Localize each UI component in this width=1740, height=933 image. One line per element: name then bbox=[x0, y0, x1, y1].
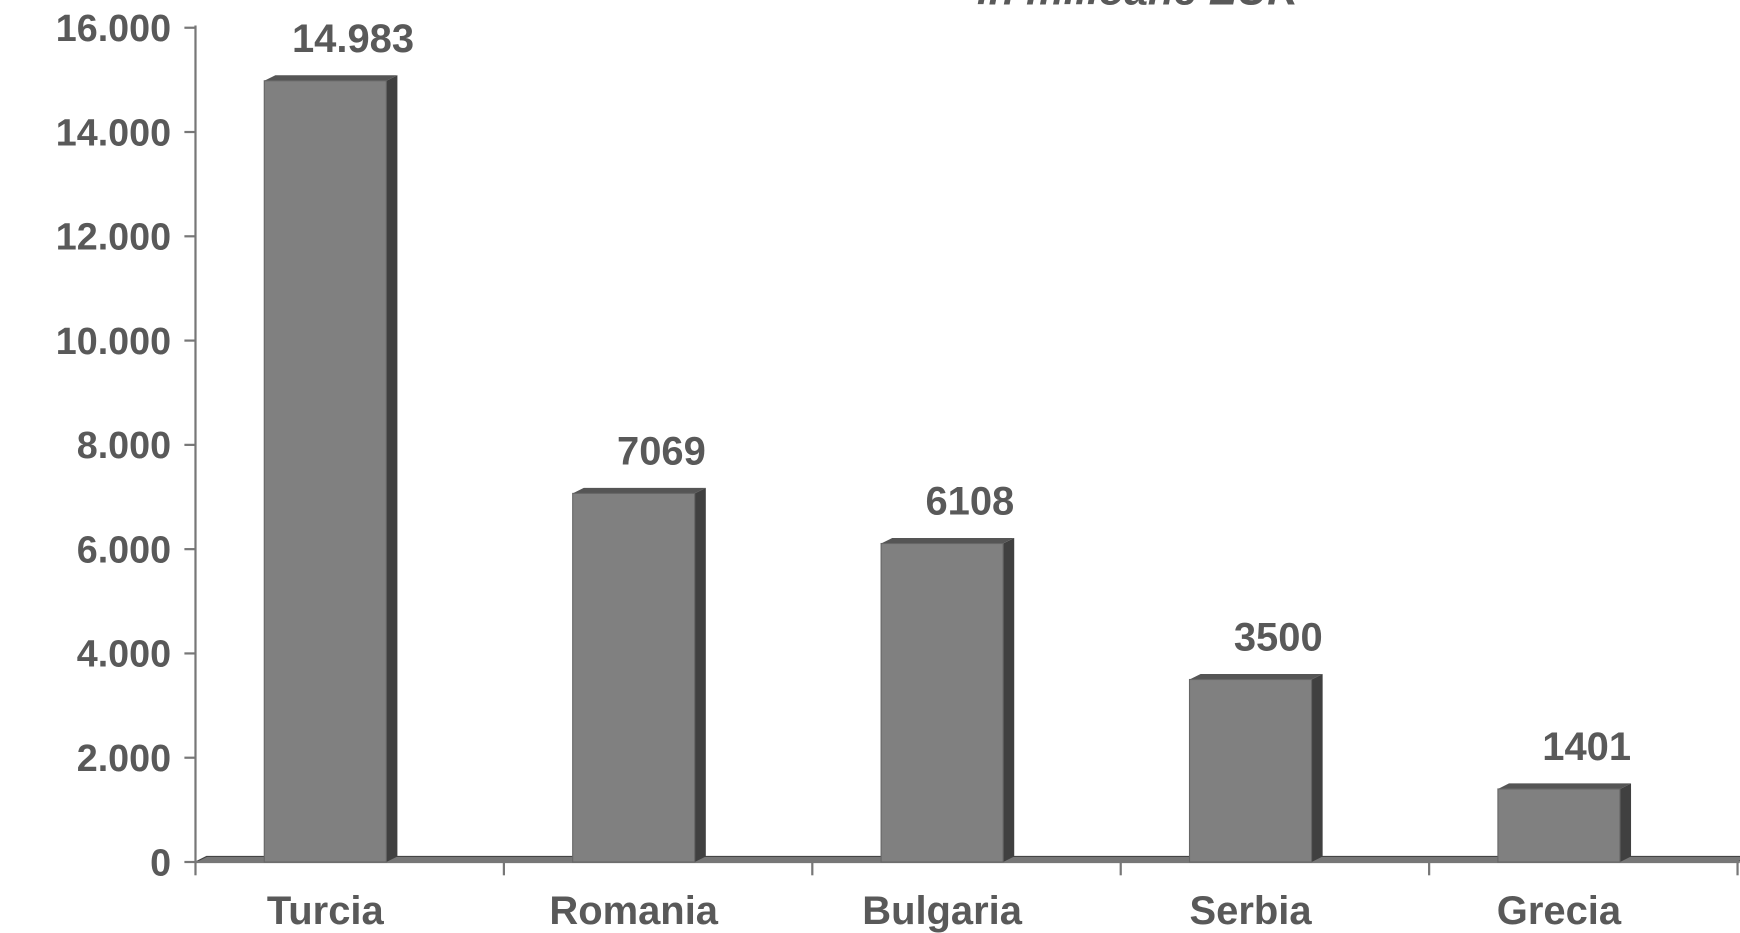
bar-side bbox=[1619, 783, 1632, 862]
bar-side bbox=[1003, 537, 1015, 862]
bar-side bbox=[386, 75, 398, 862]
value-label: 14.983 bbox=[292, 17, 414, 61]
chart-title: in milioane EUR bbox=[977, 0, 1298, 13]
y-tick-label: 2.000 bbox=[77, 737, 171, 779]
bar-side bbox=[694, 487, 706, 862]
y-tick-label: 16.000 bbox=[56, 7, 171, 49]
value-label: 6108 bbox=[925, 480, 1014, 524]
bar bbox=[572, 492, 696, 863]
value-label: 3500 bbox=[1234, 616, 1323, 660]
bar-top bbox=[572, 487, 706, 494]
bar bbox=[880, 542, 1004, 863]
y-tick-label: 4.000 bbox=[77, 633, 171, 675]
bar bbox=[263, 80, 387, 863]
bar-top bbox=[1497, 783, 1632, 789]
value-label: 1401 bbox=[1542, 725, 1631, 769]
bar-top bbox=[1189, 673, 1323, 680]
y-tick-label: 8.000 bbox=[77, 424, 171, 466]
x-tick-label: Grecia bbox=[1497, 889, 1622, 933]
bar-top bbox=[881, 537, 1015, 544]
y-tick-label: 6.000 bbox=[77, 528, 171, 570]
x-tick-label: Serbia bbox=[1189, 889, 1312, 933]
y-tick-label: 14.000 bbox=[56, 111, 171, 153]
x-tick-label: Romania bbox=[549, 889, 718, 933]
bar bbox=[1497, 788, 1621, 863]
value-label: 7069 bbox=[617, 430, 706, 474]
bar bbox=[1188, 678, 1313, 863]
bar-side bbox=[1311, 673, 1323, 862]
y-tick-label: 0 bbox=[150, 841, 171, 883]
bar-top bbox=[264, 75, 398, 81]
x-tick-label: Turcia bbox=[267, 889, 385, 933]
y-tick-label: 12.000 bbox=[56, 216, 171, 258]
x-tick-label: Bulgaria bbox=[862, 889, 1023, 933]
y-tick-label: 10.000 bbox=[56, 320, 171, 362]
